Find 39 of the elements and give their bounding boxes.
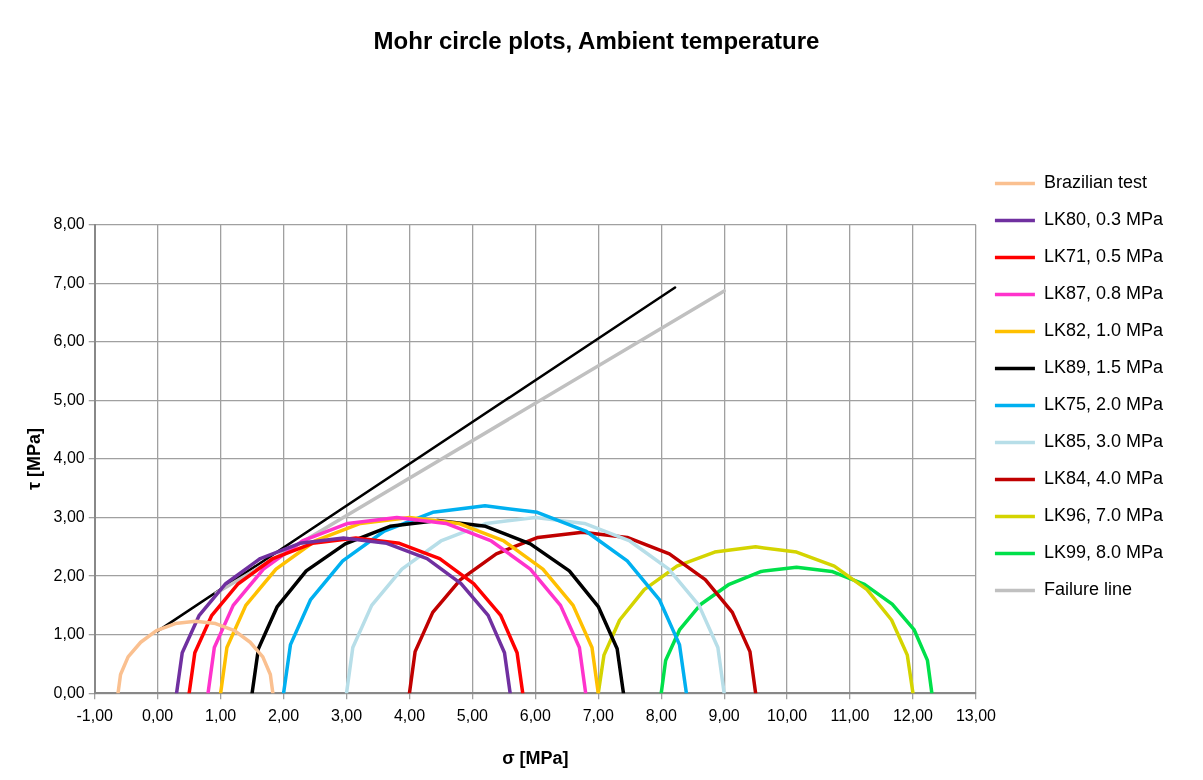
x-tick-label: 2,00 [268, 707, 300, 725]
x-tick-label: 10,00 [767, 707, 808, 725]
legend-label: LK82, 1.0 MPa [1043, 320, 1164, 341]
y-tick-label: 5,00 [53, 390, 85, 408]
legend-label: LK99, 8.0 MPa [1043, 542, 1164, 563]
legend-label: LK87, 0.8 MPa [1043, 283, 1164, 304]
y-tick-label: 4,00 [53, 449, 85, 467]
x-tick-label: 4,00 [393, 707, 426, 725]
legend-label: LK80, 0.3 MPa [1043, 209, 1164, 230]
x-tick-label: 3,00 [330, 707, 363, 725]
x-tick-label: -1,00 [76, 707, 114, 725]
chart-title: Mohr circle plots, Ambient temperature [373, 27, 820, 55]
legend-label: LK89, 1.5 MPa [1043, 357, 1164, 378]
x-axis-title: σ [MPa] [502, 748, 569, 769]
x-tick-label: 13,00 [955, 707, 997, 725]
x-tick-label: 5,00 [456, 707, 489, 725]
legend-label: Brazilian test [1043, 172, 1147, 193]
x-tick-label: 8,00 [645, 707, 677, 725]
legend-label: LK75, 2.0 MPa [1043, 394, 1164, 415]
y-tick-label: 0,00 [53, 683, 85, 701]
x-tick-label: 0,00 [142, 707, 174, 725]
legend-label: LK85, 3.0 MPa [1043, 431, 1164, 452]
legend-label: LK71, 0.5 MPa [1043, 246, 1164, 267]
x-tick-label: 7,00 [582, 707, 614, 725]
x-tick-label: 11,00 [830, 707, 870, 725]
y-tick-label: 6,00 [53, 332, 85, 350]
y-tick-label: 1,00 [53, 625, 85, 643]
y-tick-label: 8,00 [53, 215, 85, 233]
y-tick-label: 3,00 [53, 507, 85, 525]
y-axis-title: τ [MPa] [23, 427, 44, 491]
legend-label: LK84, 4.0 MPa [1043, 468, 1164, 489]
legend-label: Failure line [1043, 579, 1132, 600]
x-tick-label: 1,00 [205, 707, 237, 725]
x-tick-label: 6,00 [519, 707, 552, 725]
x-tick-label: 9,00 [708, 707, 740, 725]
legend-label: LK96, 7.0 MPa [1043, 505, 1164, 526]
y-tick-label: 2,00 [53, 566, 85, 584]
y-tick-label: 7,00 [53, 273, 85, 291]
x-tick-label: 12,00 [892, 707, 934, 725]
